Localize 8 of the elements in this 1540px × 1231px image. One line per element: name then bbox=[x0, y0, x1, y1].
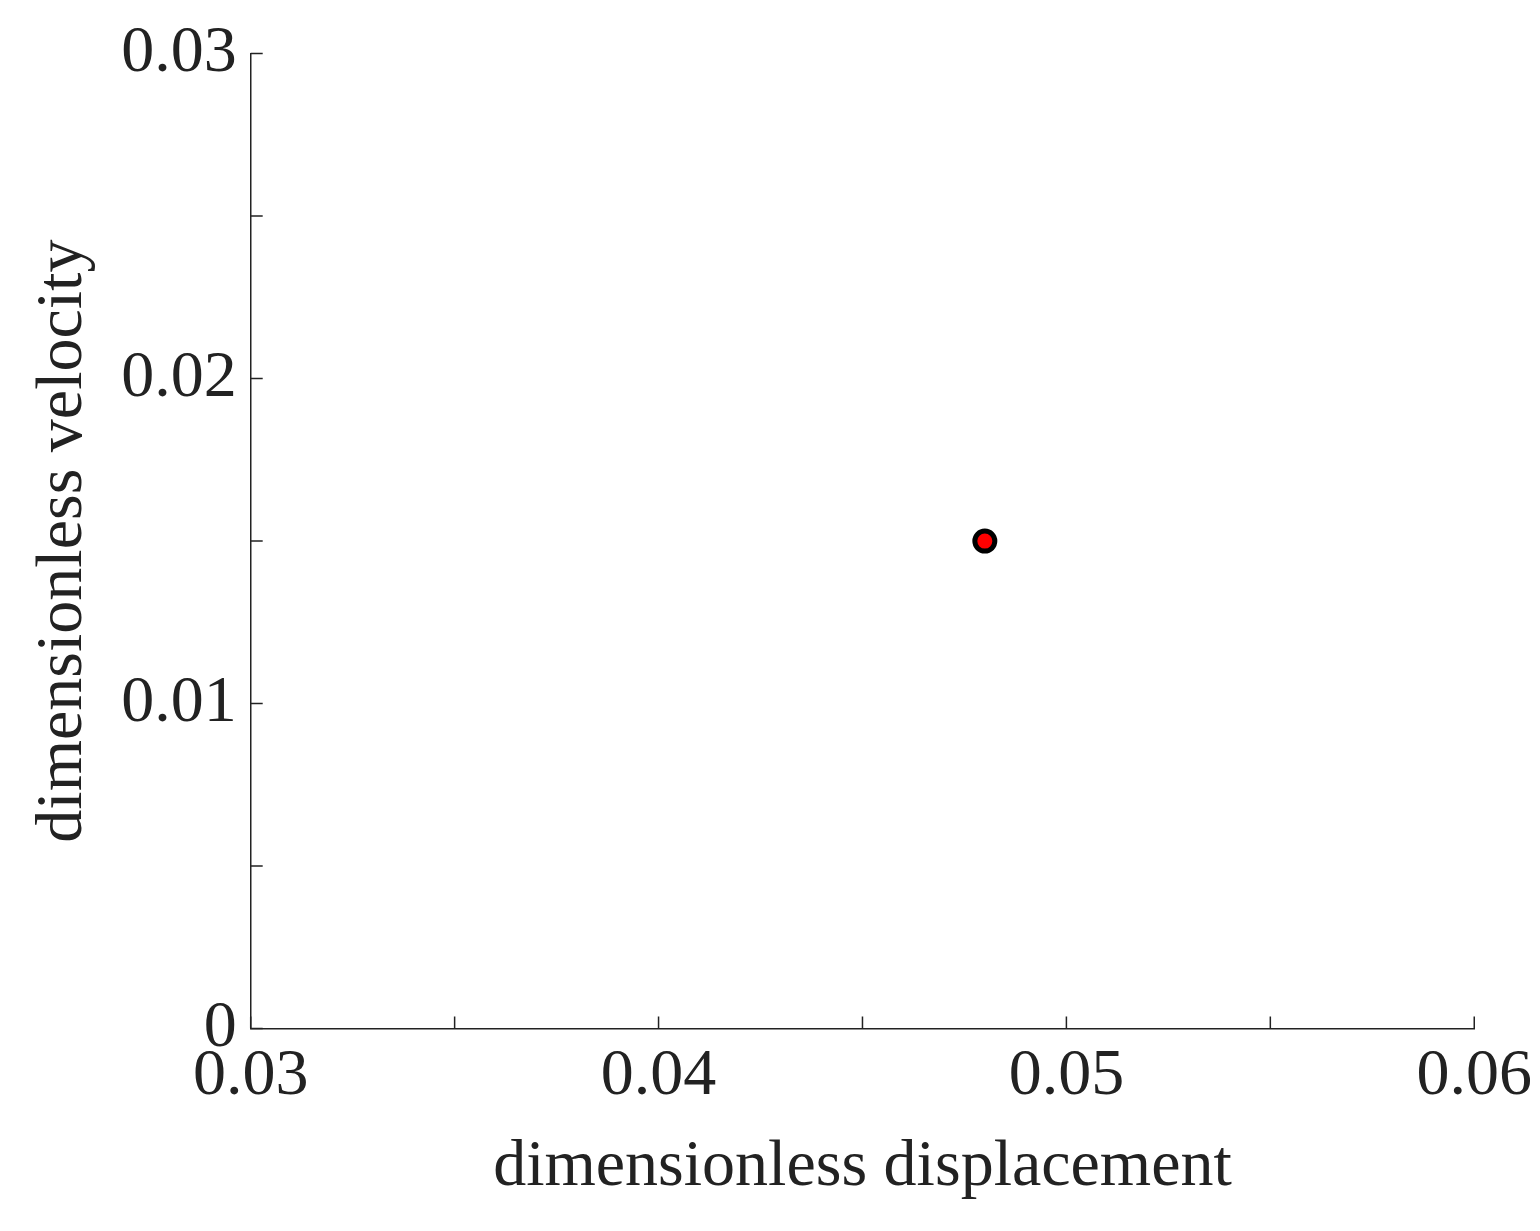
y-tick-label: 0.02 bbox=[121, 336, 237, 410]
y-tick-label: 0.01 bbox=[121, 661, 237, 735]
y-tick-label: 0.03 bbox=[121, 11, 237, 85]
x-axis-title: dimensionless displacement bbox=[493, 1125, 1232, 1199]
x-tick-label: 0.06 bbox=[1416, 1034, 1532, 1108]
y-axis-title: dimensionless velocity bbox=[21, 239, 95, 843]
x-tick-label: 0.04 bbox=[600, 1034, 717, 1108]
x-tick-label: 0.05 bbox=[1008, 1034, 1125, 1108]
